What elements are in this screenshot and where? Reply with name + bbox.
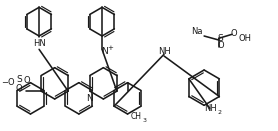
Text: S: S [16, 75, 22, 84]
Text: −O: −O [1, 78, 15, 87]
Text: CH: CH [130, 112, 141, 121]
Text: NH: NH [204, 104, 217, 113]
Text: 2: 2 [217, 110, 221, 115]
Text: N: N [101, 47, 108, 56]
Text: HN: HN [33, 39, 46, 48]
Text: 3: 3 [143, 118, 147, 122]
Text: N: N [86, 94, 93, 103]
Text: NH: NH [158, 47, 170, 56]
Text: O: O [217, 42, 224, 50]
Text: S: S [217, 34, 223, 43]
Text: Na: Na [191, 27, 203, 36]
Text: +: + [107, 45, 113, 51]
Text: O: O [230, 29, 237, 38]
Text: O: O [23, 76, 30, 85]
Text: OH: OH [239, 34, 252, 43]
Text: O: O [16, 84, 22, 93]
